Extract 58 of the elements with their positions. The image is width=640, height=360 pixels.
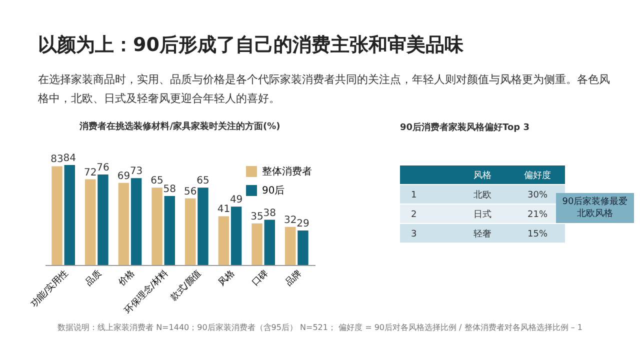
category-label: 2 [411, 210, 417, 220]
bar [230, 206, 242, 265]
bar [85, 179, 96, 265]
data-label: 73 [130, 166, 143, 178]
data-label: 58 [163, 184, 176, 195]
data-label: 56 [184, 186, 197, 198]
data-label: 29 [296, 218, 310, 230]
text: 数据说明：线上家装消费者 N=1440；90后家装消费者（含95后） N=521； 偏好度 = 90后对各风格选择比例 / 整体消费者对各风格选择比例 – 1 [56, 322, 584, 333]
data-label: 35 [250, 211, 264, 222]
bar [64, 165, 75, 265]
bar [198, 188, 208, 265]
bar [264, 220, 275, 265]
data-label: 76 [96, 162, 110, 174]
category-label: 轻奢 [474, 228, 492, 240]
category-label: 北欧 [474, 189, 492, 200]
bar [164, 196, 175, 265]
text: 90后消费者家装风格偏好Top 3 [400, 121, 530, 134]
data-label: 83 [50, 154, 64, 166]
category-label: 日式 [474, 208, 492, 220]
callout-box: 90后家装修最爱北欧风格 [556, 193, 634, 223]
legend-label: 90后 [262, 184, 285, 196]
text: 30% [527, 190, 548, 200]
bar [185, 198, 196, 265]
chart-title: 消费者在挑选装修材料/家具家装时关注的方面(%) [78, 121, 280, 132]
text: 在选择家装商品时，实用、品质与价格是各个代际家装消费者共同的关注点，年轻人则对颜值与风格更为侧重。各色风格中，北欧、日式及轻奢风更迎合年轻人的喜好。 [38, 72, 611, 107]
data-label: 65 [196, 176, 210, 187]
category-label: 3 [411, 229, 417, 240]
data-label: 41 [217, 204, 230, 216]
text: 偏好度 [524, 170, 551, 181]
data-label: 32 [284, 214, 297, 226]
bar [52, 166, 62, 265]
text: 15% [527, 229, 548, 240]
bar [285, 226, 296, 265]
data-label: 69 [117, 170, 130, 182]
bar [152, 188, 162, 265]
bar [98, 174, 108, 265]
data-label: 84 [63, 153, 76, 164]
x-tick-label: 功能/实用性 [28, 268, 70, 310]
text: 以颜为上：90后形成了自己的消费主张和审美品味 [38, 33, 464, 58]
category-label: 1 [411, 190, 417, 200]
x-tick-label: 品质 [83, 268, 104, 288]
x-tick-label: 款式/颜值 [168, 268, 204, 304]
x-tick-label: 价格 [116, 268, 138, 290]
bar [252, 223, 262, 265]
x-tick-label: 口碑 [250, 268, 270, 288]
text: 风格 [474, 170, 492, 181]
bar [218, 216, 230, 265]
data-label: 38 [263, 208, 276, 219]
bar [118, 182, 130, 265]
text: 21% [527, 210, 548, 220]
data-label: 65 [150, 176, 164, 187]
x-tick-label: 风格 [216, 268, 238, 288]
data-label: 49 [230, 194, 243, 206]
bar [130, 178, 142, 265]
legend-label: 整体消费者 [262, 166, 312, 178]
data-label: 72 [84, 167, 97, 178]
x-tick-label: 品牌 [283, 268, 304, 288]
bar [298, 230, 308, 265]
